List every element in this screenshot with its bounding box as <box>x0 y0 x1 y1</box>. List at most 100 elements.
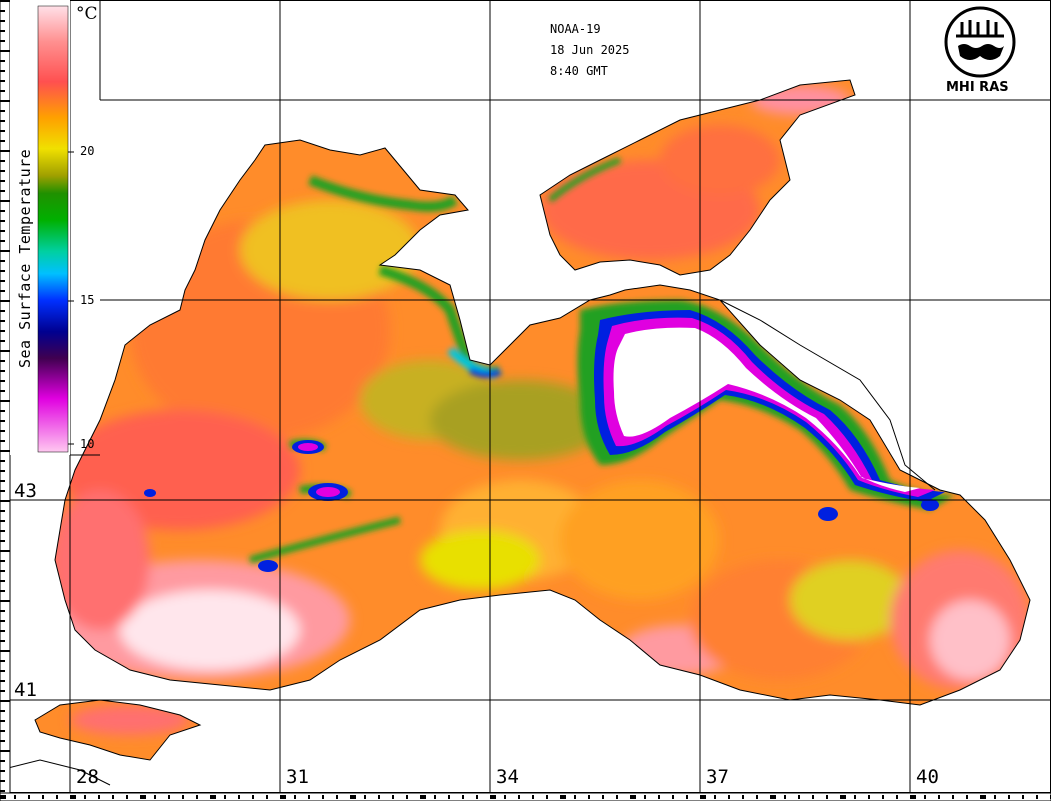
ruler-tick <box>0 650 10 652</box>
ruler-tick <box>196 795 198 799</box>
ruler-tick <box>0 670 5 672</box>
ruler-tick <box>98 795 100 799</box>
ruler-tick <box>70 795 76 799</box>
ruler-tick <box>364 795 366 799</box>
ruler-tick <box>588 795 590 799</box>
acquisition-time: 8:40 GMT <box>550 64 608 78</box>
ruler-tick <box>630 795 636 799</box>
ruler-tick <box>728 795 730 799</box>
ruler-tick <box>1022 795 1024 799</box>
ruler-tick <box>0 660 5 662</box>
ruler-tick <box>0 400 10 402</box>
ruler-tick <box>574 795 576 799</box>
ruler-tick <box>0 40 5 42</box>
ruler-tick <box>868 795 870 799</box>
ruler-tick <box>0 480 5 482</box>
ruler-tick <box>154 795 156 799</box>
legend-title: Sea Surface Temperature <box>16 148 34 368</box>
ruler-tick <box>0 70 5 72</box>
ruler-tick <box>0 440 5 442</box>
ruler-tick <box>0 510 5 512</box>
ruler-tick <box>0 560 5 562</box>
ruler-tick <box>0 50 10 52</box>
ruler-tick <box>28 795 30 799</box>
ruler-tick <box>644 795 646 799</box>
ruler-tick <box>0 300 10 302</box>
ruler-tick <box>0 460 5 462</box>
ruler-tick <box>0 330 5 332</box>
ruler-tick <box>0 170 5 172</box>
ruler-tick <box>0 795 6 799</box>
ruler-tick <box>812 795 814 799</box>
ruler-tick <box>56 795 58 799</box>
ruler-tick <box>0 780 5 782</box>
ruler-tick <box>0 490 5 492</box>
longitude-label-40: 40 <box>916 766 939 788</box>
ruler-tick <box>994 795 996 799</box>
longitude-label-34: 34 <box>496 766 519 788</box>
ruler-tick <box>0 550 10 552</box>
ruler-tick <box>0 120 5 122</box>
ruler-tick <box>686 795 688 799</box>
ruler-tick <box>560 795 566 799</box>
ruler-tick <box>882 795 884 799</box>
ruler-tick <box>658 795 660 799</box>
ruler-tick <box>910 795 916 799</box>
ruler-tick <box>0 420 5 422</box>
ruler-tick <box>714 795 716 799</box>
ruler-tick <box>0 250 10 252</box>
ruler-tick <box>0 60 5 62</box>
satellite-name: NOAA-19 <box>550 22 601 36</box>
mhi-ras-logo <box>944 6 1016 78</box>
ruler-tick <box>0 690 5 692</box>
ruler-tick <box>140 795 146 799</box>
longitude-label-28: 28 <box>76 766 99 788</box>
temperature-legend <box>10 0 74 455</box>
ruler-tick <box>0 640 5 642</box>
ruler-tick <box>0 570 5 572</box>
ruler-tick <box>322 795 324 799</box>
ruler-tick <box>798 795 800 799</box>
ruler-tick <box>0 320 5 322</box>
ruler-tick <box>0 130 5 132</box>
ruler-tick <box>602 795 604 799</box>
ruler-tick <box>0 390 5 392</box>
ruler-tick <box>0 700 10 702</box>
ruler-tick <box>0 160 5 162</box>
ruler-tick <box>0 190 5 192</box>
legend-tick-15: 15 <box>80 293 95 307</box>
ruler-tick <box>0 500 10 502</box>
ruler-tick <box>952 795 954 799</box>
latitude-label-43: 43 <box>14 480 37 502</box>
ruler-tick <box>0 260 5 262</box>
ruler-tick <box>1008 795 1010 799</box>
ruler-tick <box>0 350 10 352</box>
ruler-tick <box>0 150 10 152</box>
ruler-tick <box>0 380 5 382</box>
ruler-tick <box>966 795 968 799</box>
ruler-tick <box>14 795 16 799</box>
ruler-tick <box>0 310 5 312</box>
ruler-tick <box>0 470 5 472</box>
ruler-tick <box>518 795 520 799</box>
unit-label: °C <box>76 4 98 24</box>
ruler-tick <box>0 410 5 412</box>
ruler-tick <box>0 180 5 182</box>
longitude-label-37: 37 <box>706 766 729 788</box>
ruler-tick <box>756 795 758 799</box>
ruler-tick <box>224 795 226 799</box>
latitude-label-41: 41 <box>14 679 37 701</box>
ruler-tick <box>126 795 128 799</box>
ruler-tick <box>0 540 5 542</box>
ruler-tick <box>0 680 5 682</box>
ruler-tick <box>420 795 426 799</box>
ruler-tick <box>0 730 5 732</box>
ruler-tick <box>854 795 856 799</box>
ruler-tick <box>0 360 5 362</box>
ruler-tick <box>0 600 10 602</box>
ruler-tick <box>0 90 5 92</box>
ruler-tick <box>210 795 216 799</box>
ruler-tick <box>0 770 5 772</box>
ruler-tick <box>1036 795 1038 799</box>
